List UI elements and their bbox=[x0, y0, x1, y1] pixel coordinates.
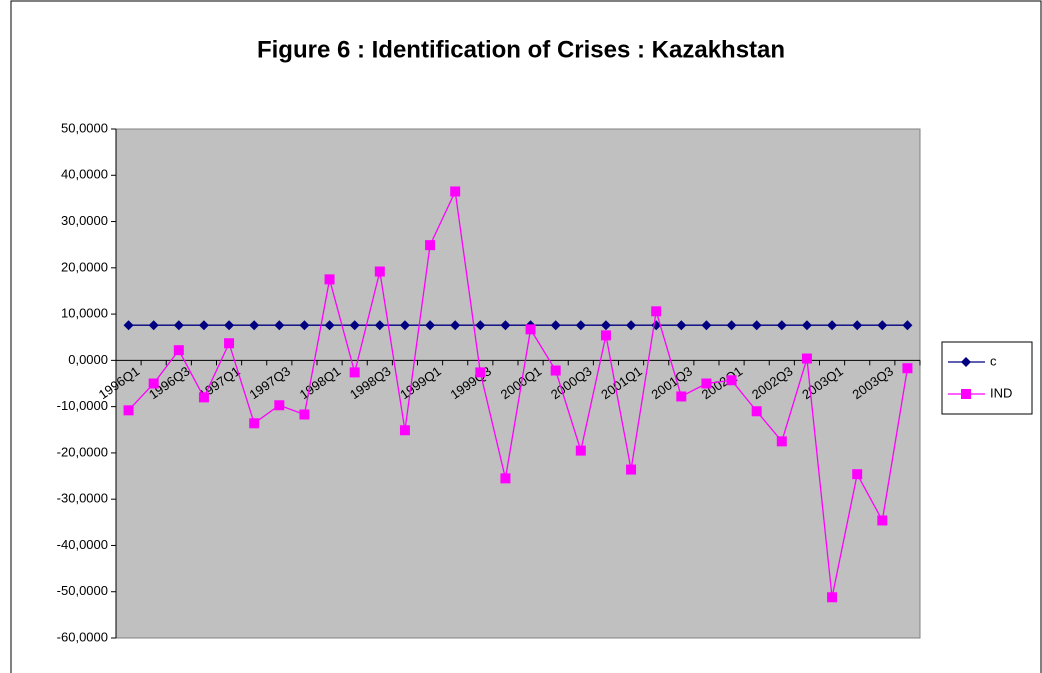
marker bbox=[173, 345, 184, 356]
marker bbox=[299, 409, 310, 420]
marker bbox=[676, 391, 687, 402]
y-tick-label: 40,0000 bbox=[61, 167, 108, 182]
marker bbox=[274, 400, 285, 411]
y-tick-label: -60,0000 bbox=[57, 629, 108, 644]
marker bbox=[575, 445, 586, 456]
y-tick-label: 50,0000 bbox=[61, 120, 108, 135]
marker bbox=[550, 320, 561, 331]
marker bbox=[902, 363, 913, 374]
y-tick-label: 10,0000 bbox=[61, 306, 108, 321]
marker bbox=[224, 338, 235, 349]
marker bbox=[801, 320, 812, 331]
marker bbox=[827, 320, 838, 331]
marker bbox=[475, 320, 486, 331]
marker bbox=[500, 473, 511, 484]
marker bbox=[801, 353, 812, 364]
y-tick-label: 20,0000 bbox=[61, 259, 108, 274]
marker bbox=[249, 320, 260, 331]
legend-marker bbox=[961, 389, 971, 399]
marker bbox=[651, 306, 662, 317]
marker bbox=[550, 365, 561, 376]
marker bbox=[274, 320, 285, 331]
marker bbox=[324, 320, 335, 331]
legend-label: IND bbox=[990, 385, 1012, 400]
marker bbox=[726, 320, 737, 331]
y-tick-label: -20,0000 bbox=[57, 444, 108, 459]
chart-title: Figure 6 : Identification of Crises : Ka… bbox=[257, 36, 785, 63]
marker bbox=[450, 320, 461, 331]
marker bbox=[148, 320, 159, 331]
marker bbox=[148, 378, 159, 389]
marker bbox=[626, 320, 637, 331]
marker bbox=[198, 320, 209, 331]
y-tick-label: -30,0000 bbox=[57, 491, 108, 506]
marker bbox=[173, 320, 184, 331]
marker bbox=[374, 266, 385, 277]
marker bbox=[425, 320, 436, 331]
marker bbox=[751, 320, 762, 331]
marker bbox=[600, 320, 611, 331]
marker bbox=[877, 320, 888, 331]
y-tick-label: 0,0000 bbox=[68, 352, 108, 367]
marker bbox=[751, 406, 762, 417]
legend-marker bbox=[961, 357, 971, 367]
y-tick-label: 30,0000 bbox=[61, 213, 108, 228]
marker bbox=[324, 274, 335, 285]
marker bbox=[575, 320, 586, 331]
marker bbox=[399, 320, 410, 331]
marker bbox=[600, 330, 611, 341]
legend-label: c bbox=[990, 353, 997, 368]
y-tick-label: -50,0000 bbox=[57, 583, 108, 598]
marker bbox=[450, 186, 461, 197]
marker bbox=[224, 320, 235, 331]
marker bbox=[676, 320, 687, 331]
marker bbox=[299, 320, 310, 331]
marker bbox=[626, 464, 637, 475]
marker bbox=[249, 418, 260, 429]
y-tick-label: -40,0000 bbox=[57, 537, 108, 552]
marker bbox=[475, 367, 486, 378]
marker bbox=[726, 375, 737, 386]
marker bbox=[349, 320, 360, 331]
marker bbox=[827, 592, 838, 603]
marker bbox=[776, 320, 787, 331]
y-tick-label: -10,0000 bbox=[57, 398, 108, 413]
marker bbox=[425, 240, 436, 251]
marker bbox=[525, 324, 536, 335]
marker bbox=[701, 320, 712, 331]
marker bbox=[701, 378, 712, 389]
marker bbox=[500, 320, 511, 331]
marker bbox=[399, 425, 410, 436]
marker bbox=[877, 515, 888, 526]
marker bbox=[123, 320, 134, 331]
marker bbox=[198, 392, 209, 403]
marker bbox=[349, 367, 360, 378]
marker bbox=[852, 320, 863, 331]
legend bbox=[941, 341, 1033, 415]
marker bbox=[374, 320, 385, 331]
marker bbox=[776, 436, 787, 447]
marker bbox=[902, 320, 913, 331]
marker bbox=[852, 469, 863, 480]
plot-area bbox=[115, 128, 921, 639]
marker bbox=[123, 405, 134, 416]
